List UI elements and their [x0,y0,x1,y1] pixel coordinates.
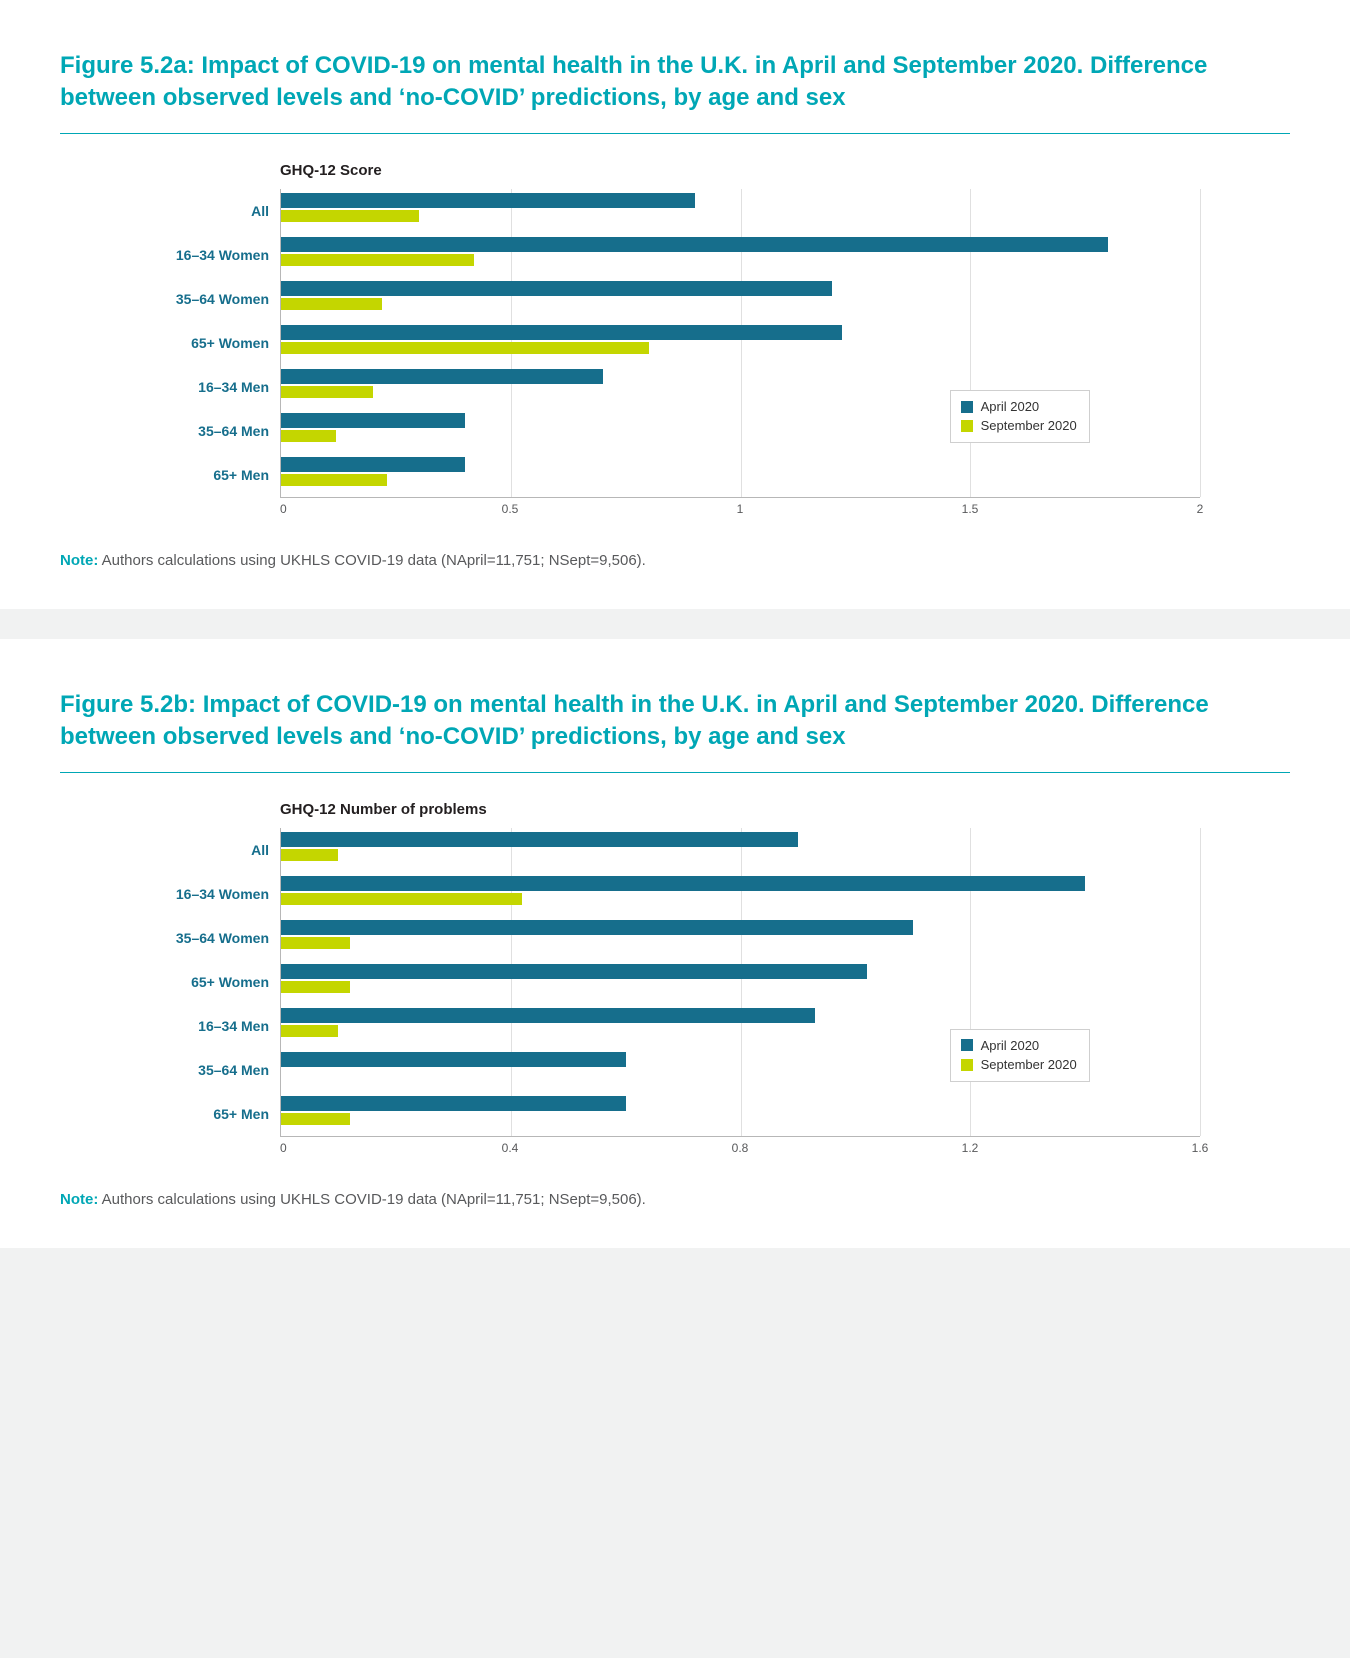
category-label: 65+ Men [213,1106,269,1122]
x-tick-label: 0.5 [502,502,519,516]
x-tick-label: 0 [280,502,287,516]
bar-series1 [281,193,695,208]
title-rule [60,133,1290,134]
gridline [1200,828,1201,1136]
legend-swatch [961,420,973,432]
bar-series2 [281,474,387,486]
x-tick-label: 0.8 [732,1141,749,1155]
x-axis: 00.40.81.21.6 [280,1137,1200,1161]
x-tick-label: 0.4 [502,1141,519,1155]
bar-series2 [281,386,373,398]
chart-row: All [281,828,1200,872]
bar-series1 [281,369,603,384]
legend-item: April 2020 [961,1036,1077,1056]
x-axis: 00.511.52 [280,498,1200,522]
category-label: All [251,203,269,219]
figure-note: Note: Authors calculations using UKHLS C… [60,1191,1290,1208]
bar-series2 [281,298,382,310]
chart-row: 65+ Women [281,960,1200,1004]
chart-subtitle: GHQ-12 Number of problems [280,801,1200,818]
bar-series2 [281,1025,338,1037]
figure-note: Note: Authors calculations using UKHLS C… [60,552,1290,569]
bar-series1 [281,876,1085,891]
bar-series1 [281,1096,626,1111]
note-text: Authors calculations using UKHLS COVID-1… [98,1191,646,1208]
legend-swatch [961,1039,973,1051]
bar-series2 [281,342,649,354]
x-tick-label: 2 [1197,502,1204,516]
chart: All16–34 Women35–64 Women65+ Women16–34 … [220,828,1200,1161]
chart-row: 16–34 Women [281,872,1200,916]
category-label: 16–34 Women [176,247,269,263]
bar-series1 [281,920,913,935]
bar-series1 [281,413,465,428]
bar-series1 [281,457,465,472]
category-label: 35–64 Men [198,1062,269,1078]
figure-panel: Figure 5.2b: Impact of COVID-19 on menta… [0,639,1350,1248]
category-label: 35–64 Women [176,930,269,946]
note-label: Note: [60,1191,98,1208]
chart-row: 65+ Men [281,1092,1200,1136]
legend-label: September 2020 [981,416,1077,436]
category-label: 16–34 Women [176,886,269,902]
chart-row: All [281,189,1200,233]
category-label: 65+ Women [191,335,269,351]
figure-title: Figure 5.2a: Impact of COVID-19 on menta… [60,50,1290,115]
legend-label: April 2020 [981,1036,1040,1056]
legend-swatch [961,1059,973,1071]
chart-row: 16–34 Women [281,233,1200,277]
category-label: 16–34 Men [198,1018,269,1034]
chart-legend: April 2020September 2020 [950,1029,1090,1082]
plot-area: All16–34 Women35–64 Women65+ Women16–34 … [280,828,1200,1137]
chart-row: 35–64 Women [281,277,1200,321]
x-tick-label: 1.5 [962,502,979,516]
category-label: 16–34 Men [198,379,269,395]
legend-label: September 2020 [981,1055,1077,1075]
chart-legend: April 2020September 2020 [950,390,1090,443]
figure-panel: Figure 5.2a: Impact of COVID-19 on menta… [0,0,1350,609]
chart-container: GHQ-12 Number of problemsAll16–34 Women3… [60,801,1290,1161]
category-label: 65+ Men [213,467,269,483]
bar-series1 [281,1008,815,1023]
plot-area: All16–34 Women35–64 Women65+ Women16–34 … [280,189,1200,498]
title-rule [60,772,1290,773]
chart-container: GHQ-12 ScoreAll16–34 Women35–64 Women65+… [60,162,1290,522]
category-label: 35–64 Men [198,423,269,439]
bar-series2 [281,893,522,905]
figure-title: Figure 5.2b: Impact of COVID-19 on menta… [60,689,1290,754]
bar-series2 [281,210,419,222]
chart-row: 65+ Women [281,321,1200,365]
legend-item: April 2020 [961,397,1077,417]
chart-row: 65+ Men [281,453,1200,497]
note-label: Note: [60,552,98,569]
legend-label: April 2020 [981,397,1040,417]
bar-series2 [281,430,336,442]
category-label: 65+ Women [191,974,269,990]
legend-item: September 2020 [961,416,1077,436]
legend-swatch [961,401,973,413]
bar-series1 [281,325,842,340]
x-tick-label: 1.2 [962,1141,979,1155]
chart-subtitle: GHQ-12 Score [280,162,1200,179]
bar-series2 [281,937,350,949]
bar-series1 [281,237,1108,252]
chart-row: 35–64 Women [281,916,1200,960]
bar-series2 [281,254,474,266]
bar-series2 [281,981,350,993]
bar-series1 [281,964,867,979]
x-tick-label: 1 [737,502,744,516]
bar-series1 [281,281,832,296]
category-label: All [251,842,269,858]
gridline [1200,189,1201,497]
legend-item: September 2020 [961,1055,1077,1075]
x-tick-label: 0 [280,1141,287,1155]
chart: All16–34 Women35–64 Women65+ Women16–34 … [220,189,1200,522]
bar-series1 [281,832,798,847]
category-label: 35–64 Women [176,291,269,307]
note-text: Authors calculations using UKHLS COVID-1… [98,552,646,569]
bar-series2 [281,1113,350,1125]
bar-series2 [281,849,338,861]
x-tick-label: 1.6 [1192,1141,1209,1155]
bar-series1 [281,1052,626,1067]
